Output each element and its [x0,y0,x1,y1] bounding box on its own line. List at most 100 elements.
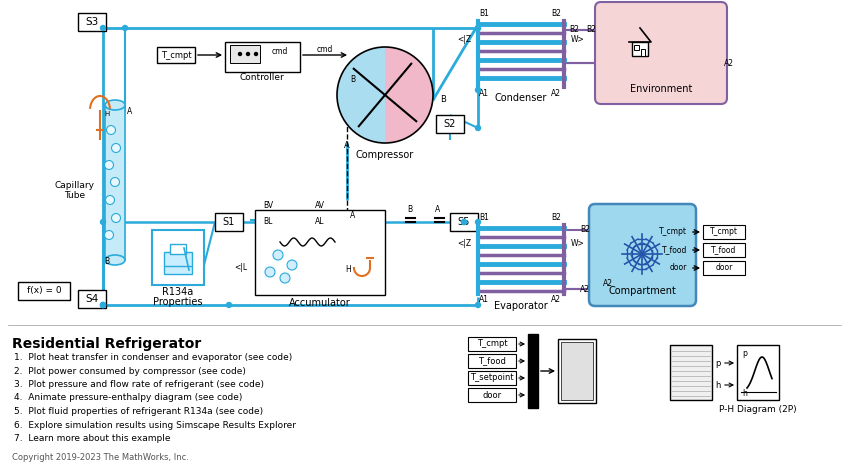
Wedge shape [337,47,385,143]
Text: A2: A2 [580,284,590,293]
Text: Environment: Environment [630,84,692,94]
Circle shape [100,303,105,307]
Text: B2: B2 [586,26,596,35]
Text: T_cmpt: T_cmpt [710,227,738,236]
Text: A2: A2 [603,280,613,289]
Text: B2: B2 [551,212,561,221]
Text: AL: AL [315,218,324,226]
FancyBboxPatch shape [737,345,779,400]
Text: W>: W> [571,240,585,248]
Text: W>: W> [571,35,585,44]
Text: B: B [440,95,446,105]
Text: A2: A2 [551,296,561,304]
Text: door: door [716,263,733,273]
FancyBboxPatch shape [703,243,745,257]
FancyBboxPatch shape [157,47,195,63]
Text: 3.  Plot pressure and flow rate of refrigerant (see code): 3. Plot pressure and flow rate of refrig… [14,380,264,389]
Circle shape [475,126,481,130]
Text: T_food: T_food [711,246,737,255]
Circle shape [239,52,241,56]
Text: cmd: cmd [272,48,288,57]
Text: R134a: R134a [162,287,194,297]
Text: S2: S2 [444,119,456,129]
Circle shape [100,219,105,225]
FancyBboxPatch shape [468,354,516,368]
Text: S1: S1 [223,217,235,227]
Text: 5.  Plot fluid properties of refrigerant R134a (see code): 5. Plot fluid properties of refrigerant … [14,407,263,416]
Text: door: door [482,390,502,399]
Text: 7.  Learn more about this example: 7. Learn more about this example [14,434,171,443]
Text: A2: A2 [724,58,734,68]
Text: Condenser: Condenser [495,93,548,103]
Circle shape [462,219,466,225]
Text: p: p [715,359,720,368]
Text: B: B [350,76,355,85]
Text: P-H Diagram (2P): P-H Diagram (2P) [719,404,797,413]
Text: 2.  Plot power consumed by compressor (see code): 2. Plot power consumed by compressor (se… [14,367,246,375]
FancyBboxPatch shape [170,244,186,254]
Text: A: A [350,211,355,219]
Circle shape [475,87,481,92]
Text: Tube: Tube [65,191,86,199]
Circle shape [280,273,290,283]
Text: S3: S3 [86,17,98,27]
Circle shape [475,219,481,225]
FancyBboxPatch shape [78,13,106,31]
FancyBboxPatch shape [18,282,70,300]
Circle shape [475,303,481,307]
FancyBboxPatch shape [595,2,727,104]
Text: B1: B1 [479,8,489,17]
Text: AV: AV [315,200,325,210]
Circle shape [475,26,481,30]
Circle shape [100,303,105,307]
Text: Evaporator: Evaporator [494,301,548,311]
FancyBboxPatch shape [255,210,385,295]
Circle shape [106,126,115,134]
Text: T_cmpt: T_cmpt [231,48,259,57]
Circle shape [287,260,297,270]
Text: Accumulator: Accumulator [290,298,351,308]
Text: B2: B2 [551,8,561,17]
Text: T_cmpt: T_cmpt [160,50,191,59]
Text: B: B [104,257,110,267]
Text: h: h [715,381,720,389]
Text: Compressor: Compressor [356,150,414,160]
FancyBboxPatch shape [589,204,696,306]
FancyBboxPatch shape [164,252,192,274]
Text: Residential Refrigerator: Residential Refrigerator [12,337,201,351]
Text: T_setpoint: T_setpoint [470,374,514,382]
Text: H: H [104,111,110,117]
Text: h: h [742,389,747,398]
Text: Copyright 2019-2023 The MathWorks, Inc.: Copyright 2019-2023 The MathWorks, Inc. [12,453,188,462]
Text: A1: A1 [479,296,489,304]
Text: <|L: <|L [234,263,248,273]
Text: A2: A2 [551,90,561,99]
Text: 4.  Animate pressure-enthalpy diagram (see code): 4. Animate pressure-enthalpy diagram (se… [14,394,242,403]
FancyBboxPatch shape [78,290,106,308]
Text: <|Z: <|Z [457,240,471,248]
Text: B2: B2 [580,226,590,234]
FancyBboxPatch shape [558,339,596,403]
FancyBboxPatch shape [215,213,243,231]
Circle shape [111,213,121,222]
Text: S5: S5 [458,217,470,227]
Text: A: A [344,142,350,150]
FancyBboxPatch shape [450,213,478,231]
Text: T_food: T_food [661,246,687,255]
Circle shape [105,196,115,205]
Circle shape [100,303,105,307]
FancyBboxPatch shape [632,42,648,56]
Circle shape [246,52,250,56]
Circle shape [122,26,127,30]
FancyBboxPatch shape [561,342,593,400]
FancyBboxPatch shape [634,45,639,50]
FancyBboxPatch shape [230,45,260,63]
Text: A: A [127,107,132,116]
Text: Controller: Controller [239,73,284,83]
Text: door: door [670,263,687,273]
Wedge shape [385,47,433,143]
Circle shape [111,143,121,153]
FancyBboxPatch shape [641,49,645,56]
Text: p: p [742,348,747,358]
FancyBboxPatch shape [105,105,125,260]
